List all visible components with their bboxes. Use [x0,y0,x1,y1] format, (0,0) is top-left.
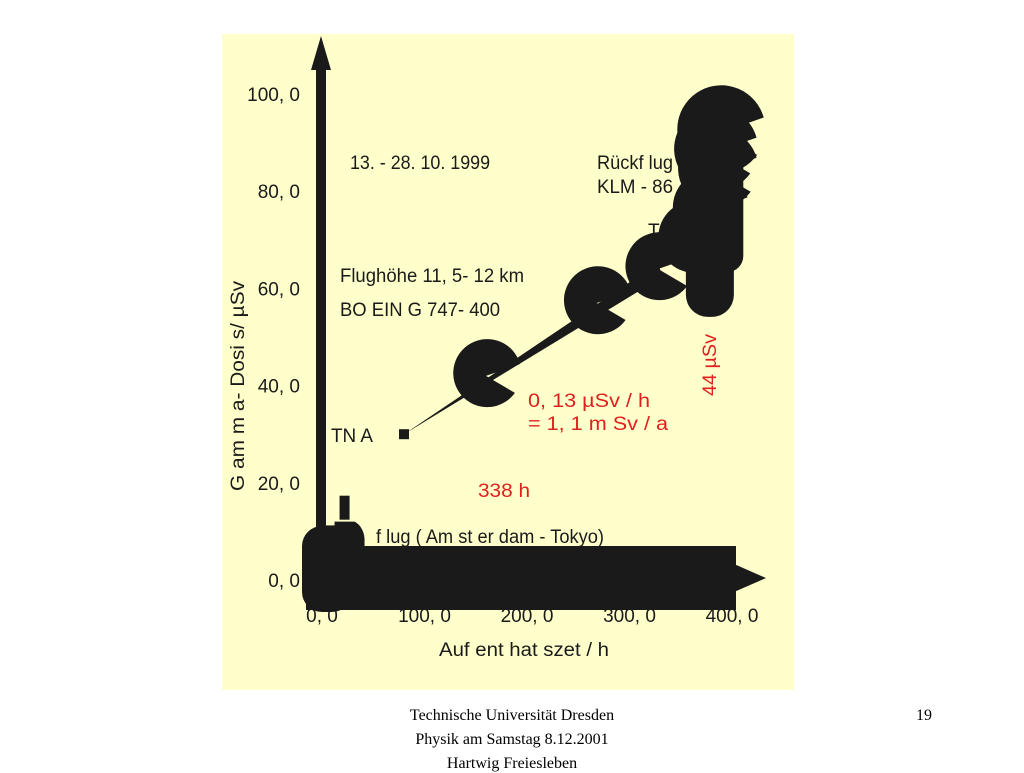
data-point [334,521,365,592]
total-hours-annotation: 338 h [478,481,530,502]
page-number: 19 [916,707,932,724]
total-dose-annotation: 44 µSv [700,333,721,396]
tna-annotation: TN A [331,426,373,447]
period-annotation: 13. - 28. 10. 1999 [350,153,490,174]
y-tick-label: 40, 0 [258,377,300,398]
x-axis-line [306,546,736,610]
y-tick-label: 0, 0 [268,571,300,592]
footer-event: Physik am Samstag 8.12.2001 [415,731,609,748]
outbound-flight-annotation: f lug ( Am st er dam - Tokyo) [376,527,604,548]
data-points [321,85,764,592]
x-tick-label: 300, 0 [603,606,656,627]
x-tick-label: 400, 0 [706,606,759,627]
data-point [703,142,744,273]
chart-panel: 0, 0 20, 0 40, 0 60, 0 80, 0 100, 0 0, 0 100, … [222,34,794,690]
footer-author: Hartwig Freiesleben [446,755,578,772]
altitude-annotation: Flughöhe 11, 5- 12 km [340,266,524,287]
return-flight-number: KLM - 86 [597,177,673,198]
aircraft-annotation: BO EIN G 747- 400 [340,300,500,321]
y-tick-label: 60, 0 [258,279,300,300]
data-point [399,429,409,440]
footer-institution: Technische Universität Dresden [409,707,615,724]
x-tick-label: 100, 0 [398,606,451,627]
x-axis-arrow [734,564,766,592]
rate-per-hour-annotation: 0, 13 µSv / h [528,391,650,412]
rate-per-year-annotation: = 1, 1 m Sv / a [528,414,668,435]
gamma-dose-chart: 0, 0 20, 0 40, 0 60, 0 80, 0 100, 0 0, 0 100, … [222,34,794,690]
x-axis-label: Auf ent hat szet / h [439,640,609,661]
return-flight-annotation: Rückf lug [597,153,673,174]
x-tick-label: 200, 0 [501,606,554,627]
y-tick-label: 100, 0 [247,85,300,106]
data-point [321,525,336,566]
data-point [563,266,631,335]
y-axis-arrow [311,36,331,70]
y-tick-label: 80, 0 [258,182,300,203]
data-point [339,495,350,520]
x-tick-label: 0, 0 [306,606,338,627]
y-tick-label: 20, 0 [258,474,300,495]
data-point [453,339,520,408]
y-axis-label: G am m a- Dosi s/ µSv [228,280,249,491]
y-axis-line [316,64,326,584]
